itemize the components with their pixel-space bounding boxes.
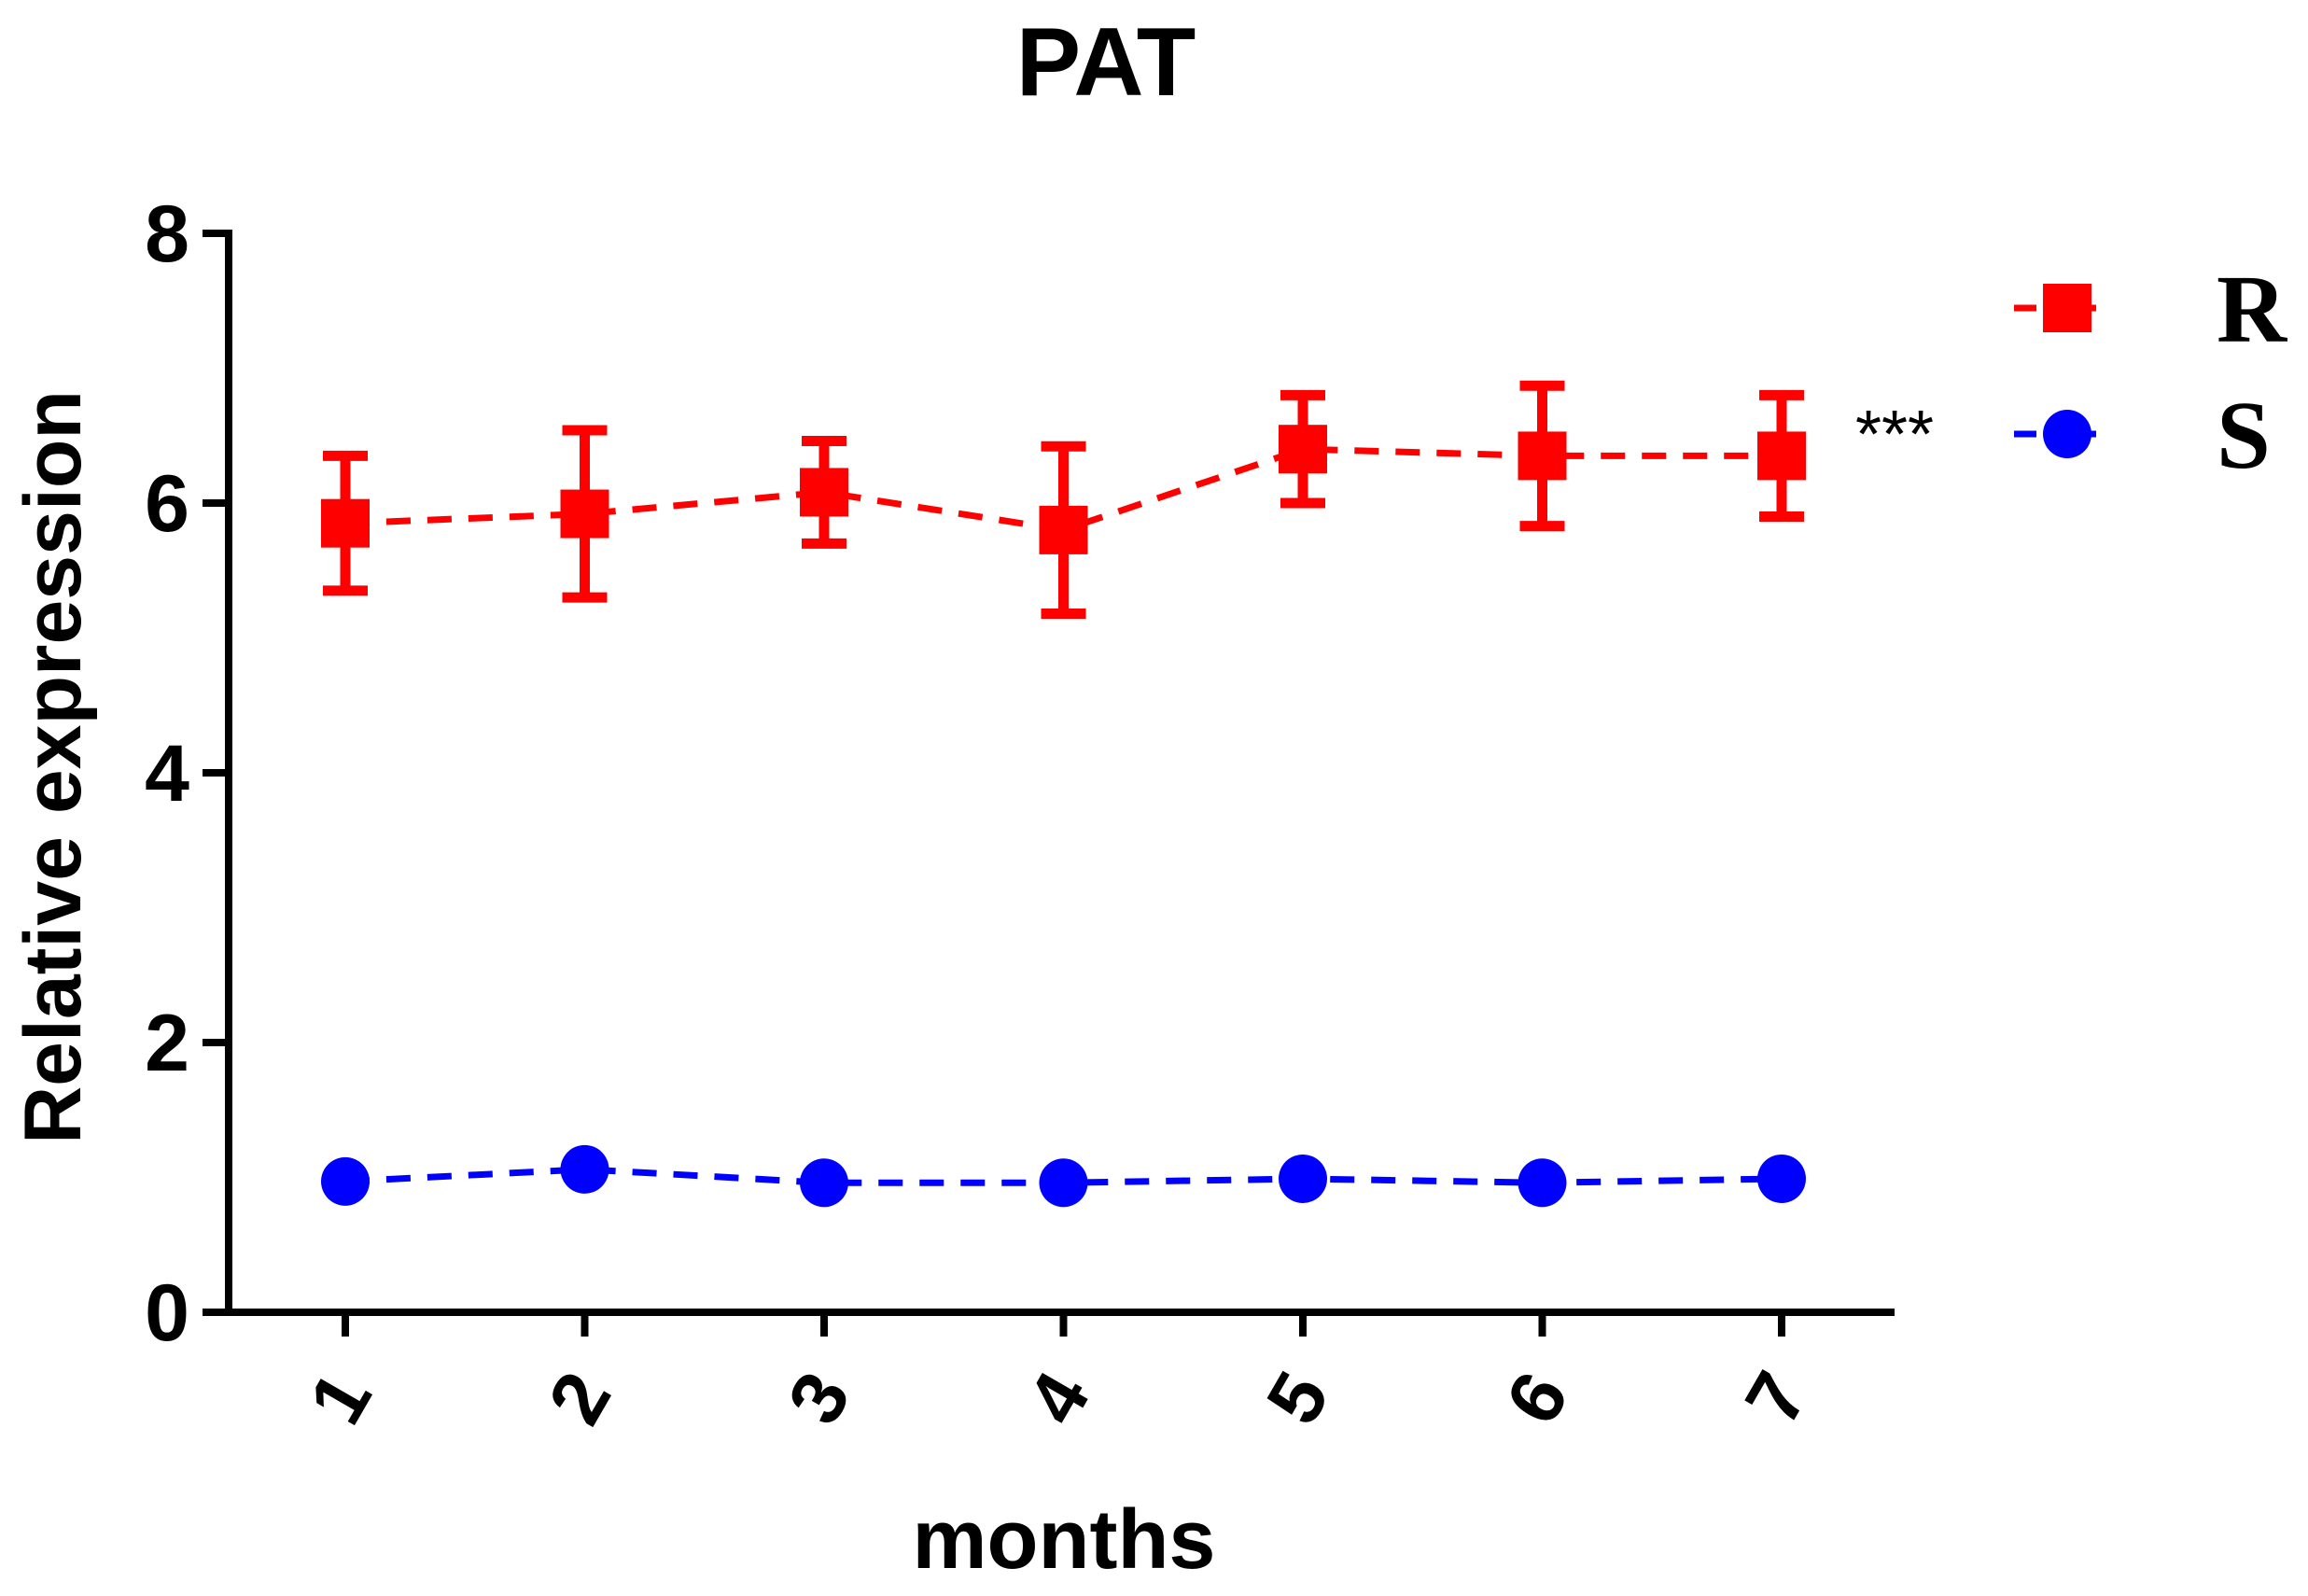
chart-title: PAT [1016, 8, 1196, 117]
x-tick-label: 2 [533, 1359, 628, 1438]
x-tick-label: 3 [772, 1359, 867, 1438]
y-tick-label: 0 [145, 1268, 189, 1358]
data-point-S [560, 1144, 609, 1194]
data-point-R [1757, 431, 1806, 481]
data-point-S [1279, 1154, 1327, 1203]
legend-marker-S [2043, 410, 2091, 458]
x-tick-label: 1 [293, 1359, 388, 1438]
y-axis-label: Relative expression [8, 390, 98, 1144]
x-tick-label: 7 [1729, 1359, 1825, 1438]
error-bars [323, 380, 1804, 619]
data-point-S [1039, 1158, 1088, 1208]
y-tick-label: 2 [145, 999, 189, 1088]
legend: RS [2014, 256, 2288, 489]
data-point-S [1518, 1158, 1567, 1208]
axes: 0 2 4 6 8 1 2 3 4 5 6 7 [145, 189, 1895, 1438]
x-axis-label: months [913, 1493, 1216, 1587]
data-point-S [1757, 1154, 1806, 1203]
x-tick-label: 6 [1490, 1359, 1586, 1438]
data-point-S [800, 1158, 848, 1208]
legend-label-S: S [2217, 382, 2271, 489]
data-point-R [560, 489, 609, 539]
y-tick-label: 8 [145, 189, 189, 279]
data-point-R [1279, 425, 1327, 474]
legend-label-R: R [2217, 256, 2288, 363]
data-point-R [800, 468, 848, 517]
data-point-R [1039, 505, 1088, 554]
significance-annotation: *** [1855, 398, 1934, 472]
data-point-R [321, 498, 370, 548]
x-tick-label: 4 [1012, 1358, 1107, 1437]
legend-marker-R [2043, 284, 2091, 332]
data-point-R [1518, 431, 1567, 481]
data-point-S [321, 1156, 370, 1206]
y-tick-label: 4 [145, 729, 189, 819]
data-markers [321, 425, 1806, 1208]
x-tick-label: 5 [1251, 1359, 1346, 1438]
y-tick-label: 6 [145, 459, 189, 549]
